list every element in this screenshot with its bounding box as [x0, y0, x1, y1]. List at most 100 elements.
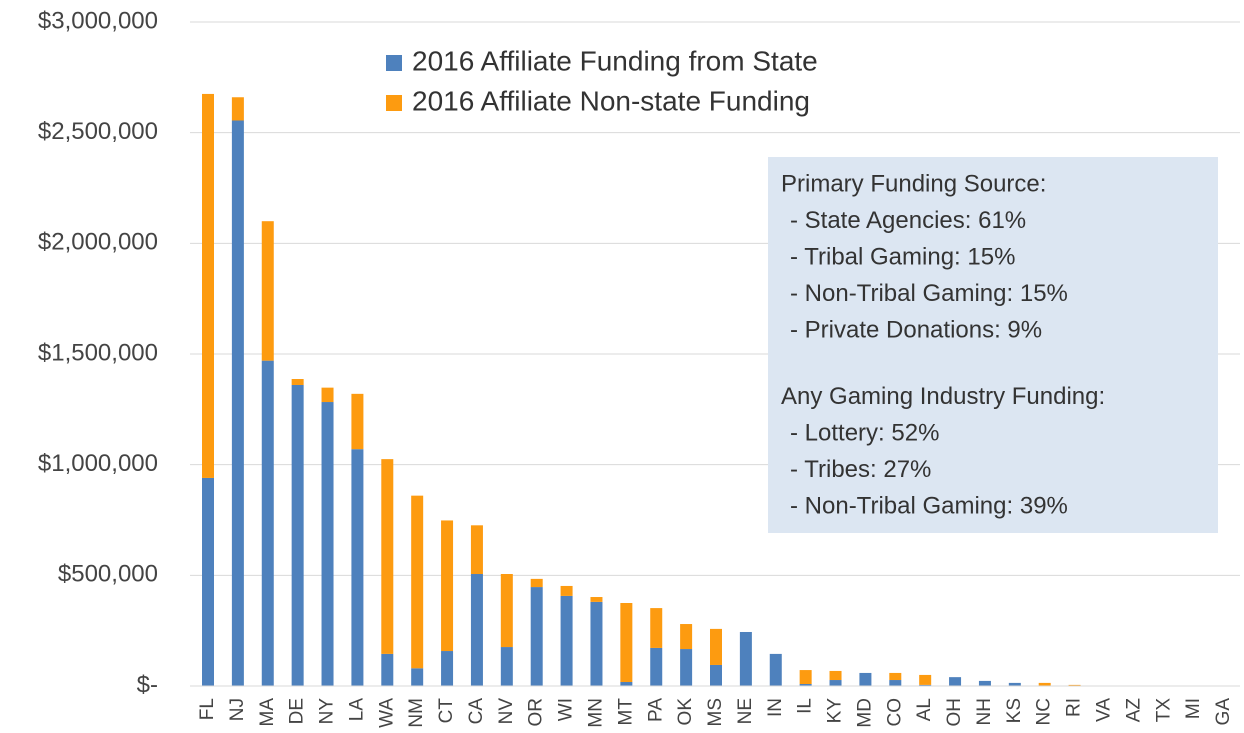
bar-segment — [560, 585, 573, 596]
x-tick-label: PA — [645, 698, 666, 722]
x-tick-label: NH — [974, 698, 995, 725]
bar-segment — [321, 402, 334, 686]
bar-segment — [1068, 684, 1081, 686]
y-tick-label: $500,000 — [58, 561, 158, 588]
x-tick-label: MT — [615, 698, 636, 726]
x-tick-label: NC — [1034, 698, 1055, 725]
bar-segment — [889, 680, 902, 686]
bar-segment — [291, 384, 304, 686]
bar-segment — [799, 670, 812, 685]
y-tick-label: $2,500,000 — [38, 118, 158, 145]
x-tick-label: IL — [795, 698, 816, 714]
legend-label: 2016 Affiliate Funding from State — [412, 45, 818, 76]
x-tick-label: GA — [1213, 698, 1234, 726]
annotation-item: - Private Donations: 9% — [790, 316, 1042, 343]
bar-segment — [889, 672, 902, 681]
bar-segment — [202, 93, 214, 478]
bar-segment — [1038, 682, 1051, 686]
bar-segment — [231, 120, 244, 686]
bar-segment — [381, 653, 394, 686]
bar-segment — [500, 574, 513, 648]
annotation-item: - Tribes: 27% — [790, 456, 931, 483]
bar-segment — [530, 587, 543, 686]
x-tick-label: WA — [376, 698, 397, 728]
bar-segment — [769, 653, 782, 686]
y-tick-label: $1,500,000 — [38, 339, 158, 366]
annotation-item: - Non-Tribal Gaming: 15% — [790, 280, 1068, 307]
bar-segment — [381, 459, 394, 654]
bar-segment — [351, 449, 364, 686]
bar-segment — [620, 603, 633, 683]
bar-segment — [829, 680, 842, 686]
annotation-box — [768, 157, 1218, 533]
annotation-item: - Lottery: 52% — [790, 419, 939, 446]
annotation-heading: Any Gaming Industry Funding: — [781, 383, 1105, 410]
bar-segment — [202, 477, 214, 686]
annotation-heading: Primary Funding Source: — [781, 170, 1046, 197]
bar-segment — [859, 672, 872, 686]
bar-segment — [680, 624, 693, 650]
x-tick-label: LA — [346, 698, 367, 722]
x-tick-label: OH — [944, 698, 965, 727]
bar-segment — [590, 597, 603, 602]
bar-segment — [710, 628, 722, 665]
x-tick-label: NV — [496, 698, 517, 725]
bar-segment — [739, 631, 752, 686]
bar-segment — [321, 387, 334, 403]
bar-segment — [560, 595, 573, 686]
bar-segment — [291, 379, 304, 385]
legend-label: 2016 Affiliate Non-state Funding — [412, 85, 810, 116]
bar-segment — [620, 682, 633, 686]
bar-segment — [351, 393, 364, 450]
x-tick-label: VA — [1093, 698, 1114, 722]
bar-segment — [470, 574, 483, 686]
bar-segment — [710, 664, 722, 686]
x-tick-label: NY — [317, 698, 338, 725]
bar-segment — [949, 677, 962, 686]
x-tick-label: OR — [526, 698, 547, 727]
legend-swatch — [386, 95, 402, 111]
bar-segment — [441, 651, 454, 686]
x-tick-label: MS — [705, 698, 726, 727]
x-tick-label: IN — [765, 698, 786, 717]
x-tick-label: CA — [466, 698, 487, 725]
x-tick-label: AZ — [1123, 698, 1144, 723]
bar-segment — [650, 608, 663, 648]
bar-segment — [470, 525, 483, 575]
y-tick-label: $1,000,000 — [38, 450, 158, 477]
annotation-item: - Tribal Gaming: 15% — [790, 243, 1015, 270]
annotation-item: - Non-Tribal Gaming: 39% — [790, 492, 1068, 519]
y-tick-label: $2,000,000 — [38, 229, 158, 256]
x-tick-label: MD — [854, 698, 875, 728]
y-tick-label: $3,000,000 — [38, 7, 158, 34]
bar-segment — [500, 647, 513, 686]
bar-segment — [231, 97, 244, 121]
bar-segment — [411, 495, 424, 669]
bar-segment — [261, 221, 274, 361]
annotation-item: - State Agencies: 61% — [790, 207, 1026, 234]
x-tick-label: NM — [406, 698, 427, 728]
bar-segment — [411, 668, 424, 686]
y-tick-label: $- — [137, 671, 158, 698]
x-tick-label: MN — [585, 698, 606, 728]
legend-swatch — [386, 55, 402, 71]
x-tick-label: OK — [675, 698, 696, 726]
bar-segment — [261, 360, 274, 686]
x-tick-label: CT — [436, 698, 457, 724]
x-tick-label: KS — [1004, 698, 1025, 723]
x-tick-label: TX — [1153, 698, 1174, 723]
x-tick-label: RI — [1064, 698, 1085, 717]
bar-segment — [590, 601, 603, 686]
bar-segment — [530, 578, 543, 588]
x-tick-label: NJ — [227, 698, 248, 721]
bar-segment — [441, 520, 454, 652]
x-tick-label: AL — [914, 698, 935, 721]
bar-segment — [919, 684, 932, 686]
bar-segment — [799, 684, 812, 686]
x-tick-label: MI — [1183, 698, 1204, 719]
bar-segment — [680, 649, 693, 686]
x-tick-label: KY — [825, 698, 846, 724]
bar-segment — [650, 647, 663, 686]
x-tick-label: DE — [287, 698, 308, 724]
